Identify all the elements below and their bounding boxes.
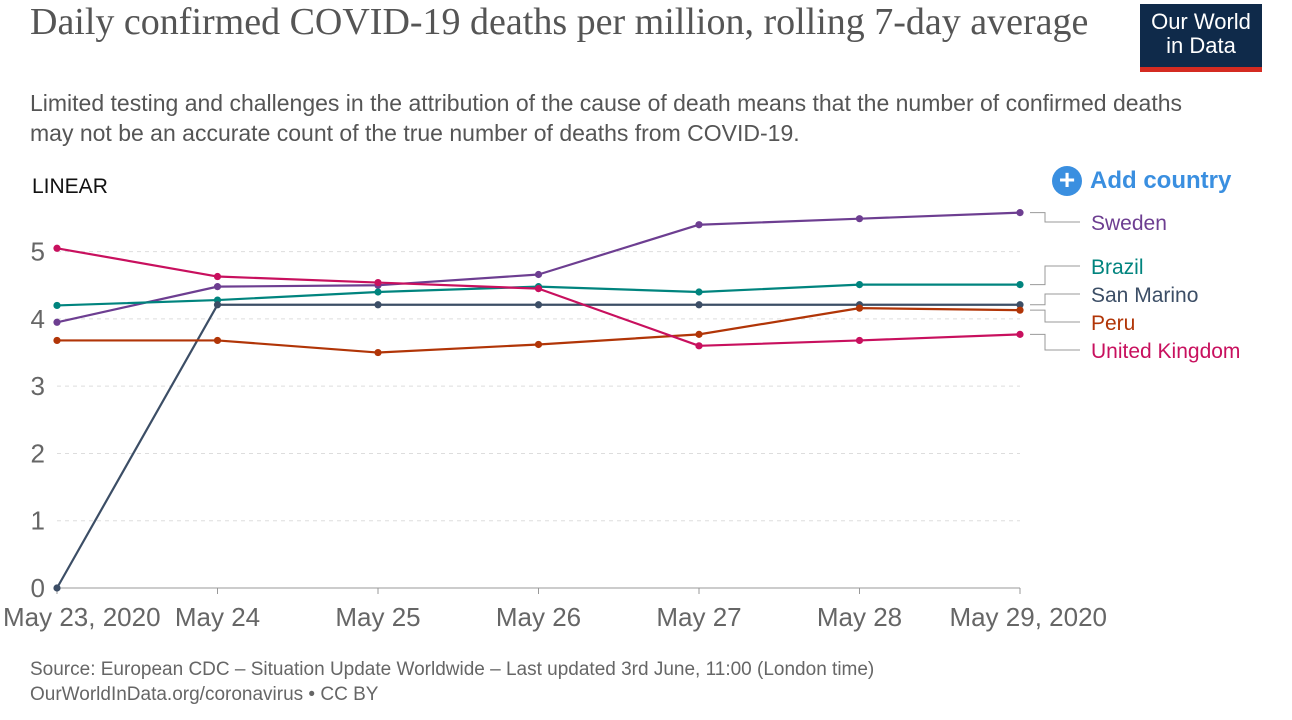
data-point	[213, 301, 222, 309]
data-point	[213, 283, 222, 291]
data-point	[695, 342, 703, 350]
data-point	[374, 301, 382, 309]
y-tick-label: 2	[31, 438, 45, 468]
legend-label: San Marino	[1091, 284, 1198, 307]
chart-legend: Sweden Brazil San Marino Peru United Kingdom	[1030, 212, 1240, 363]
data-point	[213, 272, 222, 281]
chart-axes: 0 1 2 3 4 5 May 23, 2020 May 24 May 25 May 26 May …	[3, 237, 1107, 632]
owid-logo[interactable]: Our World in Data	[1140, 4, 1262, 72]
legend-connector	[1030, 333, 1080, 351]
data-point	[1016, 281, 1024, 289]
data-point	[53, 336, 61, 345]
add-country-label: Add country	[1090, 167, 1232, 194]
data-point	[213, 336, 222, 345]
legend-connector	[1030, 212, 1080, 223]
data-point	[374, 278, 382, 287]
data-point	[374, 348, 382, 357]
logo-line-1: Our World	[1151, 9, 1251, 34]
chart-series	[53, 209, 1024, 592]
legend-connector	[1030, 309, 1080, 323]
legend-connector	[1030, 293, 1080, 306]
legend-connector	[1030, 265, 1080, 286]
data-point	[1016, 306, 1024, 314]
add-country-button[interactable]: + Add country	[1052, 166, 1231, 196]
data-point	[534, 301, 543, 309]
y-tick-label: 1	[31, 506, 45, 536]
license-link[interactable]: OurWorldInData.org/coronavirus • CC BY	[30, 684, 379, 705]
data-point	[695, 288, 703, 296]
data-point	[53, 318, 61, 326]
source-note: Source: European CDC – Situation Update …	[30, 659, 875, 680]
data-point	[855, 215, 864, 223]
data-point	[1016, 330, 1024, 338]
logo-line-2: in Data	[1166, 33, 1236, 58]
data-point	[374, 288, 382, 296]
x-tick-label: May 23, 2020	[3, 602, 161, 632]
chart-footer: Source: European CDC – Situation Update …	[30, 657, 874, 707]
y-tick-label: 4	[31, 304, 45, 334]
data-point	[1016, 209, 1024, 217]
data-point	[53, 301, 61, 310]
legend-label: United Kingdom	[1091, 340, 1240, 363]
data-point	[534, 270, 543, 279]
x-tick-label: May 25	[335, 602, 420, 632]
legend-label: Peru	[1091, 312, 1135, 335]
x-tick-label: May 24	[175, 602, 260, 632]
data-point	[1016, 301, 1024, 309]
data-point	[534, 285, 543, 293]
data-point	[695, 301, 703, 309]
legend-label: Brazil	[1091, 256, 1144, 279]
x-tick-label: May 28	[817, 602, 902, 632]
legend-label: Sweden	[1091, 212, 1167, 235]
data-point	[53, 244, 61, 252]
chart-subtitle: Limited testing and challenges in the at…	[30, 90, 1182, 146]
data-point	[695, 330, 703, 338]
data-point	[53, 584, 61, 592]
x-tick-label: May 27	[656, 602, 741, 632]
x-tick-label: May 26	[496, 602, 581, 632]
chart-grid	[57, 251, 1020, 522]
data-point	[695, 221, 703, 229]
data-point	[855, 336, 864, 345]
y-tick-label: 5	[31, 237, 45, 267]
y-tick-label: 3	[31, 371, 45, 401]
data-point	[534, 340, 543, 349]
scale-toggle[interactable]: LINEAR	[32, 175, 108, 198]
chart-title: Daily confirmed COVID-19 deaths per mill…	[30, 1, 1089, 43]
data-point	[855, 304, 864, 312]
plus-circle-icon: +	[1052, 166, 1082, 196]
x-tick-label: May 29, 2020	[949, 602, 1107, 632]
y-tick-label: 0	[31, 573, 45, 603]
data-point	[855, 281, 864, 289]
